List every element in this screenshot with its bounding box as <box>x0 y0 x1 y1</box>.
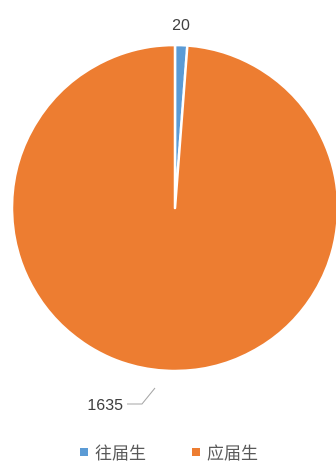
data-label-current-graduates: 1635 <box>87 397 123 414</box>
legend: 往届生 应届生 <box>80 444 258 464</box>
legend-label-current-graduates: 应届生 <box>207 444 258 464</box>
legend-label-previous-graduates: 往届生 <box>95 444 146 464</box>
leader-line-current-graduates <box>127 387 156 405</box>
leader-lines <box>127 387 156 405</box>
legend-swatch-current-graduates <box>192 448 200 456</box>
data-labels: 20 1635 <box>87 17 190 414</box>
data-label-previous-graduates: 20 <box>172 17 190 34</box>
pie-slices <box>10 43 336 373</box>
legend-swatch-previous-graduates <box>80 448 88 456</box>
pie-slice-current-graduates <box>10 43 336 373</box>
